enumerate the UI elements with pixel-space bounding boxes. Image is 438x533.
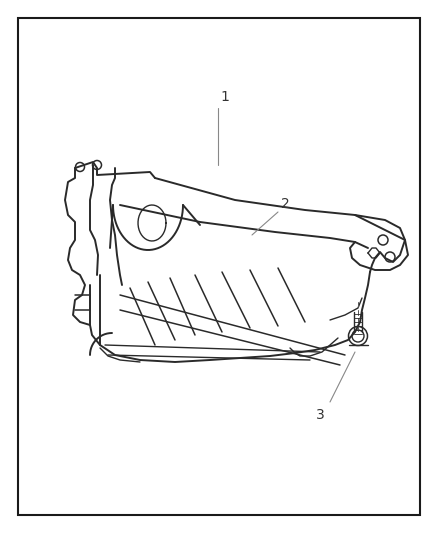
Text: 2: 2 (281, 197, 290, 211)
Text: 1: 1 (221, 90, 230, 104)
Text: 3: 3 (316, 408, 325, 422)
